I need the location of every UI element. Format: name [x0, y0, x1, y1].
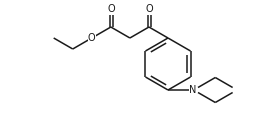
Text: O: O: [88, 33, 96, 43]
Text: N: N: [189, 85, 197, 95]
Text: O: O: [107, 4, 115, 14]
Text: O: O: [145, 4, 153, 14]
